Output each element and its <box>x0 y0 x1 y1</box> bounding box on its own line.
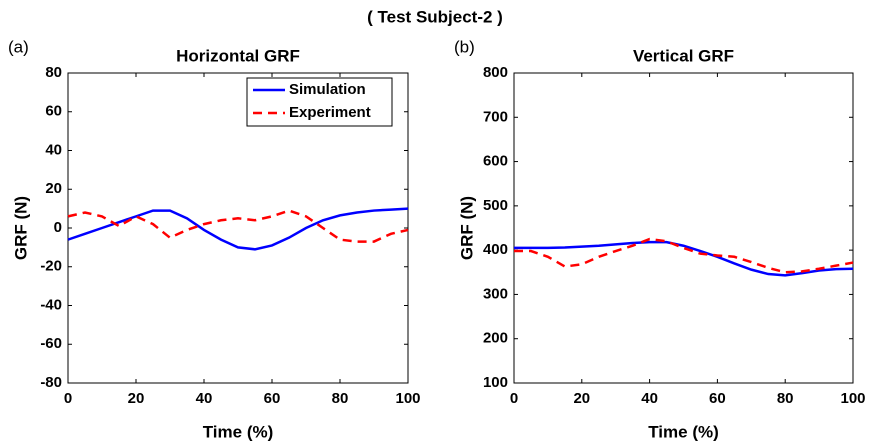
y-tick-label: -60 <box>40 335 62 352</box>
y-tick-label: 200 <box>483 330 508 347</box>
panel-label: (b) <box>454 37 475 56</box>
y-tick-label: 300 <box>483 285 508 302</box>
y-tick-label: 60 <box>45 103 62 120</box>
series-line <box>67 209 409 243</box>
x-tick-label: 80 <box>332 390 349 407</box>
plot-area <box>513 72 854 384</box>
legend-label: Simulation <box>289 81 366 98</box>
y-tick-label: -80 <box>40 374 62 391</box>
x-tick-label: 100 <box>395 390 420 407</box>
x-tick-label: 40 <box>641 390 658 407</box>
y-tick-label: 40 <box>45 141 62 158</box>
y-axis-label: GRF (N) <box>457 196 476 260</box>
subplot-title: Horizontal GRF <box>176 46 300 65</box>
y-tick-label: 20 <box>45 180 62 197</box>
x-tick-label: 0 <box>510 390 518 407</box>
x-tick-label: 0 <box>64 390 72 407</box>
subplot-title: Vertical GRF <box>633 46 734 65</box>
y-tick-label: 800 <box>483 64 508 81</box>
y-tick-label: -20 <box>40 258 62 275</box>
y-tick-label: 500 <box>483 197 508 214</box>
x-tick-label: 20 <box>573 390 590 407</box>
x-axis-label: Time (%) <box>203 422 274 441</box>
x-tick-label: 20 <box>128 390 145 407</box>
subplot: (a) Horizontal GRF Time (%) GRF (N) 0 20 40 60 8… <box>8 37 421 441</box>
figure-title: ( Test Subject-2 ) <box>367 7 503 26</box>
y-tick-label: 0 <box>54 219 62 236</box>
x-axis-label: Time (%) <box>648 422 719 441</box>
y-axis-label: GRF (N) <box>11 196 30 260</box>
subplot: (b) Vertical GRF Time (%) GRF (N) 0 20 40 60 80 1… <box>454 37 866 441</box>
series-line <box>514 237 854 274</box>
y-tick-label: -40 <box>40 296 62 313</box>
legend-box <box>246 77 393 127</box>
y-tick-label: 80 <box>45 64 62 81</box>
x-tick-label: 60 <box>709 390 726 407</box>
y-tick-label: 100 <box>483 374 508 391</box>
x-tick-label: 40 <box>196 390 213 407</box>
series-line <box>67 207 409 251</box>
x-tick-label: 100 <box>840 390 865 407</box>
y-tick-label: 400 <box>483 241 508 258</box>
series-line <box>514 240 854 277</box>
y-tick-label: 600 <box>483 153 508 170</box>
legend-label: Experiment <box>289 104 371 121</box>
y-tick-label: 700 <box>483 108 508 125</box>
x-tick-label: 60 <box>264 390 281 407</box>
panel-label: (a) <box>8 37 29 56</box>
x-tick-label: 80 <box>777 390 794 407</box>
